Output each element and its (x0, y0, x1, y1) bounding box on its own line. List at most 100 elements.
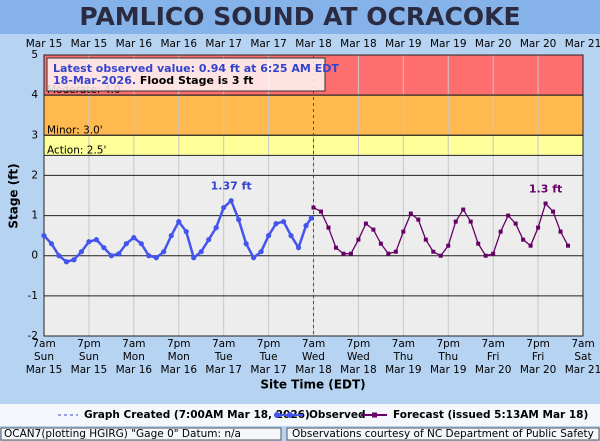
legend-marker (372, 412, 377, 418)
forecast-point (311, 205, 316, 210)
forecast-point (483, 253, 488, 258)
forecast-point (363, 221, 368, 226)
x-tick-label: 7am (32, 338, 55, 350)
forecast-point (476, 241, 481, 246)
observed-point (258, 249, 264, 255)
x-tick-label-top: Mar 16 (116, 38, 153, 50)
legend-marker (274, 412, 280, 418)
x-tick-label: Mar 16 (160, 364, 197, 376)
forecast-point (536, 225, 541, 230)
info-text: Latest observed value: 0.94 ft at 6:25 A… (53, 62, 339, 75)
y-tick-label: 5 (31, 49, 38, 61)
x-tick-label: 7am (571, 338, 594, 350)
observed-point (48, 241, 55, 247)
x-axis-label: Site Time (EDT) (260, 378, 365, 392)
observed-point (288, 233, 294, 239)
observed-point (168, 233, 174, 239)
forecast-point (506, 213, 511, 218)
observed-point (221, 204, 227, 211)
x-tick-label-top: Mar 20 (520, 38, 557, 50)
legend-label: Observed (309, 409, 365, 421)
observed-point (108, 253, 114, 259)
forecast-point (513, 221, 518, 226)
forecast-point (453, 219, 458, 224)
forecast-point (378, 241, 383, 246)
forecast-point (371, 227, 376, 232)
observed-point (228, 198, 234, 204)
y-tick-label: -2 (28, 330, 38, 342)
x-tick-label-top: Mar 16 (160, 38, 197, 50)
x-tick-label: 7pm (526, 338, 550, 350)
x-tick-label: 7pm (436, 338, 460, 350)
observed-point (78, 249, 85, 255)
x-tick-label: Wed (302, 351, 325, 363)
forecast-point (408, 211, 413, 216)
forecast-point (498, 229, 503, 234)
observed-point (251, 255, 257, 261)
forecast-point (461, 207, 466, 212)
observed-point (280, 218, 287, 225)
forecast-point (558, 229, 563, 234)
x-tick-label: Wed (347, 351, 370, 363)
info-text: 18-Mar-2026. Flood Stage is 3 ft (53, 74, 253, 87)
forecast-point (386, 251, 391, 256)
x-tick-label: 7pm (257, 338, 281, 350)
observed-point (146, 253, 152, 259)
observed-point (71, 257, 77, 263)
forecast-point (543, 201, 548, 206)
observed-point (153, 255, 159, 261)
x-tick-label-top: Mar 15 (26, 38, 63, 50)
x-tick-label: Mar 15 (71, 364, 108, 376)
forecast-point (438, 253, 443, 258)
forecast-point (348, 251, 353, 256)
observed-point (161, 249, 167, 255)
x-tick-label-top: Mar 19 (430, 38, 467, 50)
legend-marker (287, 412, 293, 418)
x-tick-label: Mar 17 (250, 364, 287, 376)
forecast-point (416, 217, 421, 222)
forecast-point (333, 245, 338, 250)
x-tick-label: 7am (302, 338, 325, 350)
forecast-point (521, 237, 526, 242)
x-tick-label: 7pm (167, 338, 191, 350)
x-tick-label-top: Mar 20 (475, 38, 512, 50)
x-tick-label: Fri (532, 351, 545, 363)
x-tick-label: Sun (79, 351, 99, 363)
x-tick-label: Mar 21 (565, 364, 600, 376)
observed-point (273, 221, 279, 227)
observed-point (213, 225, 219, 231)
info-box (46, 57, 326, 92)
observed-point (131, 235, 137, 241)
x-tick-label-top: Mar 15 (71, 38, 108, 50)
x-tick-label-top: Mar 18 (340, 38, 377, 50)
observed-point (183, 229, 189, 235)
observed-point (123, 241, 129, 247)
legend-label: Forecast (issued 5:13AM Mar 18) (393, 409, 588, 421)
x-tick-label: Tue (259, 351, 278, 363)
footer-box (0, 427, 282, 441)
observed-point (243, 241, 249, 247)
forecast-point (431, 249, 436, 254)
annotation: 1.3 ft (529, 183, 562, 196)
observed-point (101, 245, 107, 251)
forecast-point (318, 209, 323, 214)
x-tick-label: 7am (481, 338, 504, 350)
x-tick-label: Mar 17 (205, 364, 242, 376)
forecast-point (566, 243, 571, 248)
x-tick-label: Mar 19 (430, 364, 467, 376)
observed-point (41, 233, 47, 239)
x-tick-label-top: Mar 18 (295, 38, 332, 50)
y-tick-label: 0 (31, 250, 38, 262)
forecast-point (341, 251, 346, 256)
info-text: Flood Stage is 3 ft (140, 74, 254, 87)
observed-point (116, 251, 122, 257)
y-axis-label: Stage (ft) (7, 163, 21, 228)
x-tick-label: Sun (34, 351, 54, 363)
x-tick-label: Mon (123, 351, 145, 363)
x-tick-label: Thu (392, 351, 413, 363)
info-text: 18-Mar-2026. (53, 74, 136, 87)
forecast-point (401, 229, 406, 234)
observed-point (86, 239, 92, 245)
forecast-point (528, 243, 533, 248)
